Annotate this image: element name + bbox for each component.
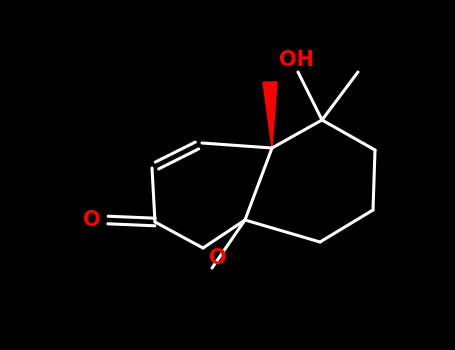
Text: O: O xyxy=(83,210,101,230)
Text: OH: OH xyxy=(278,50,313,70)
Polygon shape xyxy=(263,82,277,148)
Text: O: O xyxy=(209,248,227,268)
